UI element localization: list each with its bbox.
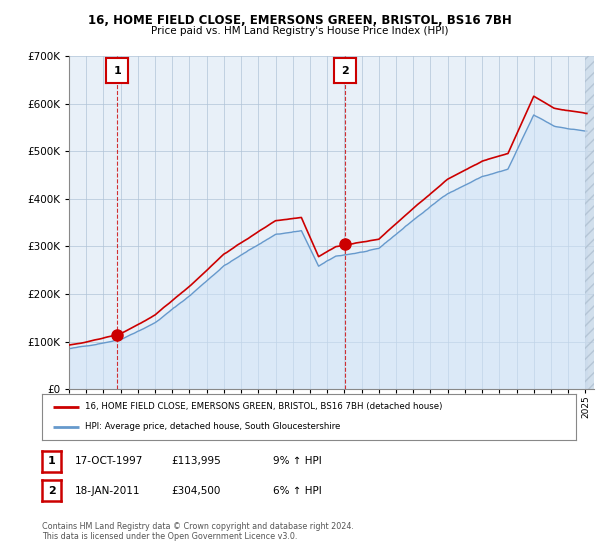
Text: 2: 2 bbox=[48, 486, 55, 496]
Text: £304,500: £304,500 bbox=[171, 486, 220, 496]
Text: 16, HOME FIELD CLOSE, EMERSONS GREEN, BRISTOL, BS16 7BH (detached house): 16, HOME FIELD CLOSE, EMERSONS GREEN, BR… bbox=[85, 402, 442, 411]
Text: 16, HOME FIELD CLOSE, EMERSONS GREEN, BRISTOL, BS16 7BH: 16, HOME FIELD CLOSE, EMERSONS GREEN, BR… bbox=[88, 14, 512, 27]
Text: HPI: Average price, detached house, South Gloucestershire: HPI: Average price, detached house, Sout… bbox=[85, 422, 340, 431]
Text: 9% ↑ HPI: 9% ↑ HPI bbox=[273, 456, 322, 466]
Text: 1: 1 bbox=[48, 456, 55, 466]
Text: 17-OCT-1997: 17-OCT-1997 bbox=[75, 456, 143, 466]
Text: 6% ↑ HPI: 6% ↑ HPI bbox=[273, 486, 322, 496]
Text: Contains HM Land Registry data © Crown copyright and database right 2024.
This d: Contains HM Land Registry data © Crown c… bbox=[42, 522, 354, 542]
Text: 18-JAN-2011: 18-JAN-2011 bbox=[75, 486, 140, 496]
Text: 2: 2 bbox=[341, 66, 349, 76]
Text: Price paid vs. HM Land Registry's House Price Index (HPI): Price paid vs. HM Land Registry's House … bbox=[151, 26, 449, 36]
Text: £113,995: £113,995 bbox=[171, 456, 221, 466]
Text: 1: 1 bbox=[113, 66, 121, 76]
